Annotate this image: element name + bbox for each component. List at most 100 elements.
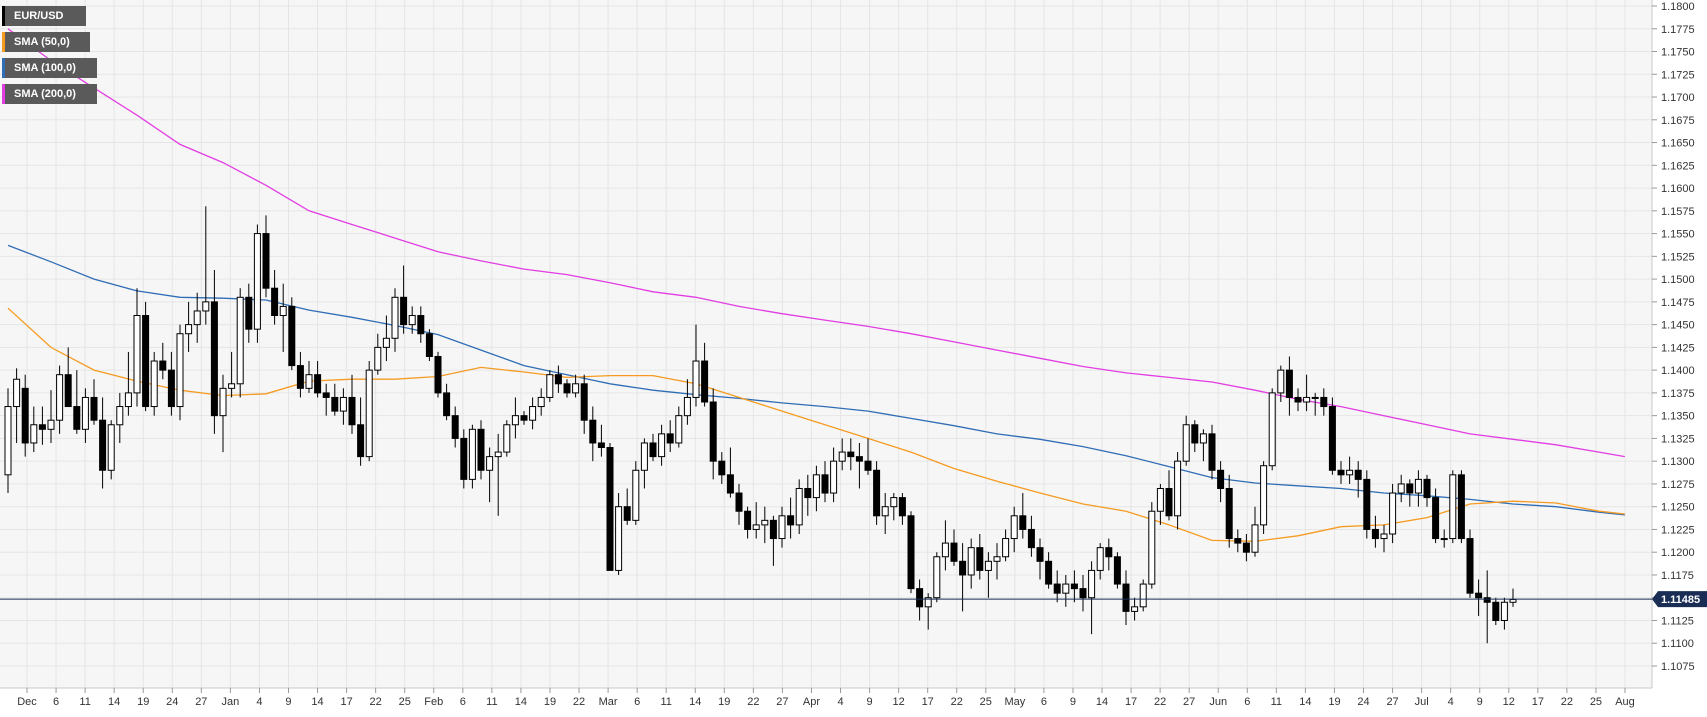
- candle-body-up: [151, 361, 157, 407]
- legend-item-sma-100[interactable]: SMA (100,0): [2, 58, 97, 78]
- legend-swatch: [2, 58, 5, 78]
- candle-body-down: [1243, 543, 1249, 552]
- candle-body-up: [985, 561, 991, 570]
- candle-body-up: [676, 416, 682, 443]
- candle-body-down: [1493, 602, 1499, 620]
- candle-body-up: [994, 557, 1000, 562]
- x-tick-label: 14: [108, 696, 120, 708]
- x-tick-label: 9: [1070, 696, 1076, 708]
- candle-body-down: [401, 297, 407, 324]
- candle-body-up: [641, 443, 647, 470]
- candle-body-down: [323, 393, 329, 398]
- candle-body-up: [934, 557, 940, 598]
- x-tick-label: 11: [660, 696, 671, 708]
- x-tick-label: 9: [1477, 696, 1483, 708]
- x-tick-label: Dec: [17, 696, 37, 708]
- y-tick-label: 1.1500: [1661, 274, 1695, 286]
- x-tick-label: 25: [1590, 696, 1602, 708]
- candle-body-down: [977, 548, 983, 571]
- candle-body-up: [538, 397, 544, 406]
- candle-body-down: [736, 493, 742, 511]
- candle-body-down: [418, 316, 424, 334]
- candle-body-up: [1381, 534, 1387, 539]
- candle-body-up: [547, 375, 553, 398]
- candle-body-down: [1106, 548, 1112, 557]
- candle-body-down: [745, 511, 751, 529]
- candle-body-down: [168, 370, 174, 406]
- x-tick-label: 6: [634, 696, 640, 708]
- candle-body-down: [91, 397, 97, 420]
- candle-body-up: [366, 370, 372, 456]
- x-tick-label: May: [1004, 696, 1025, 708]
- candle-body-up: [495, 452, 501, 457]
- candle-body-up: [659, 434, 665, 457]
- candle-body-down: [1235, 539, 1241, 544]
- x-tick-label: 17: [1532, 696, 1544, 708]
- x-tick-label: 14: [689, 696, 701, 708]
- candle-body-down: [581, 384, 587, 420]
- candle-body-up: [633, 470, 639, 520]
- y-tick-label: 1.1100: [1661, 638, 1694, 650]
- x-tick-label: 22: [1561, 696, 1573, 708]
- candle-body-up: [203, 302, 209, 311]
- x-tick-label: 4: [1448, 696, 1454, 708]
- x-tick-label: 17: [1125, 696, 1137, 708]
- candle-body-up: [340, 397, 346, 411]
- candle-body-down: [719, 461, 725, 475]
- candle-body-down: [143, 316, 149, 407]
- candle-body-down: [1020, 516, 1026, 530]
- candle-body-up: [82, 397, 88, 429]
- candle-body-up: [229, 384, 235, 389]
- x-axis: Dec 6 11 14 19 24 27 Jan 4 9 14 17 22 25 Feb 6 11 14 19 22 M…: [17, 688, 1635, 708]
- x-tick-label: 17: [340, 696, 352, 708]
- candle-body-up: [882, 507, 888, 516]
- x-tick-label: 6: [1244, 696, 1250, 708]
- candle-body-down: [667, 434, 673, 443]
- candle-body-up: [194, 311, 200, 325]
- candle-body-down: [39, 425, 45, 430]
- candle-body-down: [263, 234, 269, 289]
- x-tick-label: 17: [922, 696, 934, 708]
- candle-body-up: [5, 407, 11, 475]
- candle-body-up: [31, 425, 37, 443]
- legend-label: EUR/USD: [14, 10, 64, 22]
- legend-item-sma-50[interactable]: SMA (50,0): [2, 32, 90, 52]
- candle-body-down: [478, 429, 484, 470]
- candle-body-down: [160, 361, 166, 370]
- candle-body-up: [254, 234, 260, 330]
- x-tick-label: Jan: [222, 696, 240, 708]
- y-tick-label: 1.1650: [1661, 138, 1695, 150]
- candle-body-up: [134, 316, 140, 393]
- candle-body-up: [1510, 600, 1516, 603]
- candle-body-down: [874, 470, 880, 516]
- legend-swatch: [2, 32, 5, 52]
- x-tick-label: 14: [1299, 696, 1311, 708]
- candle-body-up: [813, 475, 819, 498]
- x-tick-label: 19: [718, 696, 730, 708]
- candle-body-up: [237, 297, 243, 383]
- candle-body-down: [461, 438, 467, 479]
- candle-body-down: [426, 334, 432, 357]
- y-tick-label: 1.1600: [1661, 183, 1695, 195]
- candle-body-up: [1011, 516, 1017, 539]
- candle-body-down: [1080, 589, 1086, 598]
- candle-body-up: [1278, 370, 1284, 393]
- candle-body-up: [693, 361, 699, 397]
- x-tick-label: 14: [515, 696, 527, 708]
- x-tick-label: Jul: [1415, 696, 1429, 708]
- legend-item-sma-200[interactable]: SMA (200,0): [2, 84, 97, 104]
- candle-body-down: [624, 507, 630, 521]
- candle-body-down: [452, 416, 458, 439]
- candle-body-up: [1149, 511, 1155, 584]
- legend-item-eurusd[interactable]: EUR/USD: [2, 6, 86, 26]
- y-tick-label: 1.1450: [1661, 320, 1695, 332]
- candle-body-down: [590, 420, 596, 443]
- candle-body-down: [1286, 370, 1292, 397]
- candle-body-up: [1003, 539, 1009, 557]
- x-tick-label: 4: [256, 696, 262, 708]
- x-tick-label: 25: [399, 696, 411, 708]
- candle-body-down: [917, 589, 923, 607]
- y-tick-label: 1.1750: [1661, 47, 1695, 59]
- candle-body-up: [796, 488, 802, 524]
- y-tick-label: 1.1775: [1661, 24, 1695, 36]
